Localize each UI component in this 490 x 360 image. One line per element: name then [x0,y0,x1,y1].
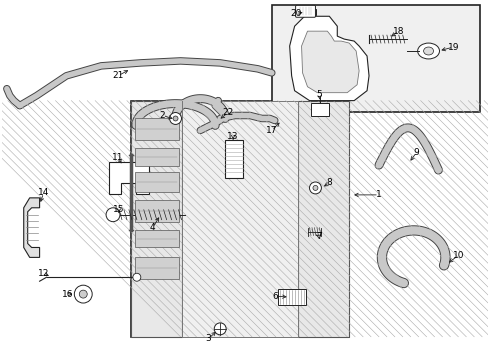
Ellipse shape [424,47,434,55]
Circle shape [313,185,318,190]
Text: 12: 12 [38,269,49,278]
Bar [312,103,329,117]
Text: 16: 16 [62,289,73,298]
Bar [131,100,182,337]
Text: 6: 6 [272,292,278,301]
Text: 7: 7 [317,232,322,241]
Bar [135,230,178,247]
Bar [135,172,178,192]
Bar [182,100,297,337]
Polygon shape [109,162,149,194]
Circle shape [74,285,92,303]
Bar [135,148,178,166]
Polygon shape [24,198,40,257]
Circle shape [106,208,120,222]
Circle shape [170,113,181,125]
Polygon shape [301,31,359,93]
Ellipse shape [417,43,440,59]
Bar [182,100,297,337]
Text: 15: 15 [113,205,125,214]
Text: 21: 21 [112,71,123,80]
Text: 20: 20 [290,9,301,18]
Bar [135,118,178,140]
Text: 5: 5 [317,90,322,99]
Bar [278,289,306,305]
Circle shape [133,273,141,281]
Bar [225,140,243,178]
Text: 22: 22 [222,108,234,117]
Text: 13: 13 [227,132,239,141]
FancyBboxPatch shape [295,5,316,17]
Text: 10: 10 [453,251,464,260]
Bar [272,5,480,112]
Circle shape [310,182,321,194]
Circle shape [214,323,226,335]
Text: 8: 8 [326,179,332,188]
Text: 11: 11 [112,153,124,162]
Bar [131,100,349,337]
Bar [135,200,178,222]
Text: 18: 18 [393,27,405,36]
Text: 17: 17 [266,126,277,135]
Circle shape [79,290,87,298]
Text: 14: 14 [38,188,49,197]
Text: 9: 9 [414,148,419,157]
Text: 2: 2 [160,111,166,120]
Bar [297,100,349,337]
Text: 3: 3 [205,334,211,343]
Polygon shape [294,9,317,15]
Circle shape [173,116,178,121]
Bar [135,257,178,279]
Text: 19: 19 [448,42,459,51]
Text: 4: 4 [150,223,155,232]
Polygon shape [290,16,369,100]
Text: 1: 1 [376,190,382,199]
